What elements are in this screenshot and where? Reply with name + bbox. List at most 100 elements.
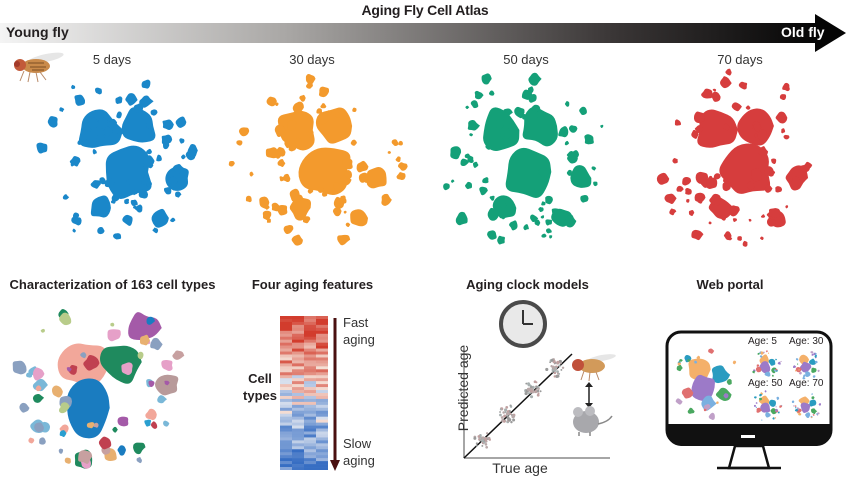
cell-cluster xyxy=(497,235,505,245)
cell-cluster xyxy=(748,218,752,222)
cell-point xyxy=(480,438,484,443)
cell-cluster xyxy=(398,162,408,171)
heatmap-cell xyxy=(316,360,328,364)
portal-cluster xyxy=(811,393,813,395)
cell-cluster xyxy=(764,184,773,193)
monitor-icon xyxy=(665,330,833,470)
cell-cluster xyxy=(151,208,169,228)
cell-cluster xyxy=(472,161,479,168)
heatmap-cell xyxy=(316,422,328,426)
portal-cluster xyxy=(759,393,762,397)
cell-cluster xyxy=(391,139,399,146)
heatmap-cell xyxy=(316,434,328,438)
portal-cluster xyxy=(775,368,778,371)
cell-cluster xyxy=(460,158,469,167)
cell-cluster xyxy=(90,180,101,189)
heatmap-cell xyxy=(316,458,328,462)
heatmap-cell xyxy=(280,398,292,403)
cell-cluster xyxy=(146,121,153,130)
cell-cluster xyxy=(528,86,534,94)
heatmap-cell xyxy=(280,327,292,332)
cell-point xyxy=(485,432,489,435)
heatmap-cell xyxy=(316,413,328,417)
cell-cluster xyxy=(19,402,30,413)
portal-cluster xyxy=(765,411,771,418)
aging-features-title: Four aging features xyxy=(251,277,374,292)
portal-cluster xyxy=(798,412,802,416)
cell-cluster xyxy=(396,172,406,180)
heatmap-cell xyxy=(304,354,316,358)
cell-cluster xyxy=(708,221,712,225)
cell-cluster xyxy=(693,111,706,124)
heatmap-cell xyxy=(280,410,292,415)
portal-age-70: Age: 70 xyxy=(789,378,824,389)
cell-cluster xyxy=(600,124,604,129)
cell-cluster xyxy=(567,153,578,164)
cell-cluster xyxy=(756,129,768,141)
cell-cluster xyxy=(398,140,403,146)
cell-cluster xyxy=(161,359,173,371)
heatmap-cell xyxy=(280,342,292,346)
cell-cluster xyxy=(757,146,769,156)
portal-cluster xyxy=(756,364,760,367)
predicted-age-label: Predicted age xyxy=(455,344,471,432)
portal-cluster xyxy=(811,367,817,373)
heatmap-cell xyxy=(292,345,304,349)
cell-cluster xyxy=(117,445,126,456)
heatmap-cell xyxy=(316,321,328,326)
cell-cluster xyxy=(122,214,133,226)
heatmap-cell xyxy=(316,452,328,456)
portal-cluster xyxy=(764,390,767,393)
heatmap-cell xyxy=(316,384,328,388)
cell-point xyxy=(536,393,540,397)
heatmap-cell xyxy=(280,413,292,417)
portal-cluster xyxy=(687,407,695,414)
heatmap-cell xyxy=(280,393,292,397)
cell-cluster xyxy=(284,139,294,149)
portal-cluster xyxy=(776,396,780,401)
cell-point xyxy=(551,370,554,373)
cell-cluster xyxy=(155,374,179,396)
cell-cluster xyxy=(137,351,144,360)
cell-cluster xyxy=(523,224,529,231)
cell-cluster xyxy=(298,147,351,196)
heatmap-cell xyxy=(292,446,304,450)
heatmap-cell xyxy=(316,419,328,423)
cell-cluster xyxy=(450,146,462,160)
heatmap-cell xyxy=(280,366,292,370)
portal-cluster xyxy=(703,408,707,412)
heatmap-cell xyxy=(280,348,292,352)
cell-cluster xyxy=(302,216,311,224)
cell-cluster xyxy=(800,164,810,173)
cell-point xyxy=(529,387,533,391)
cell-cluster xyxy=(528,72,542,86)
cell-cluster xyxy=(545,219,552,226)
cell-point xyxy=(525,382,528,385)
cell-point xyxy=(527,382,531,386)
cell-cluster xyxy=(162,141,170,150)
umap-70-days xyxy=(656,68,813,247)
cell-cluster xyxy=(685,187,692,195)
cell-cluster xyxy=(292,101,304,114)
heatmap-cell xyxy=(316,395,328,400)
cell-cluster xyxy=(538,207,544,213)
heatmap-cell xyxy=(316,363,328,367)
heatmap-cell xyxy=(292,401,304,406)
cell-cluster xyxy=(145,408,157,420)
cell-type-umap xyxy=(12,309,185,469)
heatmap-cell xyxy=(292,455,304,459)
cell-point xyxy=(560,368,563,371)
cell-cluster xyxy=(570,165,592,188)
cell-cluster xyxy=(551,208,562,216)
cell-cluster xyxy=(395,156,401,163)
cell-cluster xyxy=(751,168,762,182)
cell-point xyxy=(545,367,549,372)
cell-cluster xyxy=(483,136,490,143)
heatmap-cell xyxy=(304,434,316,438)
portal-cluster xyxy=(817,369,820,373)
cell-point xyxy=(531,385,535,389)
cell-cluster xyxy=(151,421,156,428)
heatmap-cell xyxy=(304,375,316,379)
cell-cluster xyxy=(534,219,541,226)
cell-cluster xyxy=(289,188,300,202)
